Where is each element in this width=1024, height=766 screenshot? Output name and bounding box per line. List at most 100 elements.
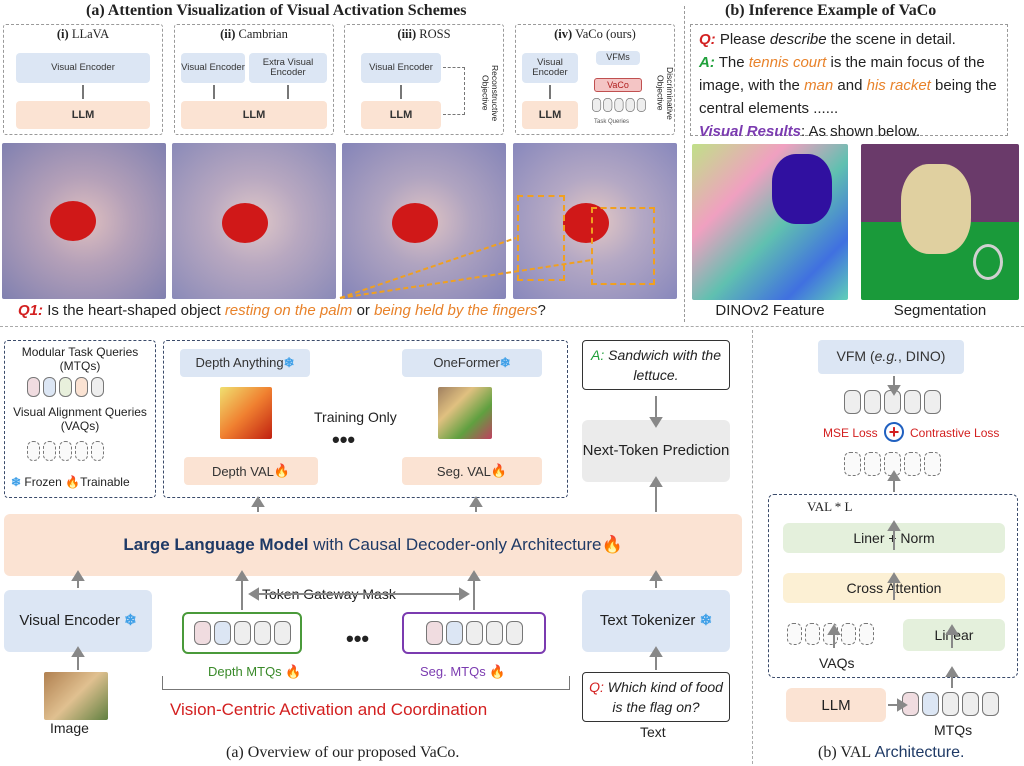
fire-icon: 🔥 <box>490 463 508 478</box>
vfm-box: VFM (e.g., DINO) <box>818 340 964 374</box>
fire-icon: 🔥 <box>601 535 623 554</box>
depth-mtqs-label: Depth MTQs 🔥 <box>208 664 302 679</box>
racket-segment <box>973 244 1003 280</box>
image-label: Image <box>50 720 89 736</box>
q1-question: Q1: Is the heart-shaped object resting o… <box>18 302 546 319</box>
ross-visual-encoder: Visual Encoder <box>361 53 441 83</box>
visual-encoder-box: Visual Encoder ❄ <box>4 590 152 652</box>
ross-objective: Reconstructive Objective <box>480 64 500 122</box>
mtqs-label: MTQs <box>934 722 973 738</box>
fire-icon: 🔥 <box>65 475 81 489</box>
ross-llm: LLM <box>361 101 441 129</box>
panel-ross: (iii) ROSS Visual Encoder LLM Reconstruc… <box>344 24 504 135</box>
cambrian-extra-encoder: Extra Visual Encoder <box>249 53 327 83</box>
food-image-thumb <box>44 672 108 720</box>
depth-anything-box: Depth Anything ❄ <box>180 349 310 377</box>
seg-caption: Segmentation <box>893 302 987 319</box>
overview-caption: (a) Overview of our proposed VaCo. <box>226 744 460 761</box>
task-queries-label: Task Queries <box>594 119 630 125</box>
overview-arrows <box>71 396 663 670</box>
cambrian-visual-encoder: Visual Encoder <box>181 53 245 83</box>
inference-text-box: Q: Please describe the scene in detail. … <box>690 24 1008 140</box>
panel-cambrian: (ii) Cambrian Visual Encoder Extra Visua… <box>174 24 334 135</box>
heart-object <box>50 201 96 241</box>
horizontal-separator <box>0 326 1024 327</box>
fire-icon: 🔥 <box>285 664 302 679</box>
seg-val-box: Seg. VAL 🔥 <box>402 457 542 485</box>
val-caption: (b) VAL Architecture. <box>818 744 965 761</box>
vaco-token-row <box>592 98 646 112</box>
vaco-box: VaCo <box>594 78 642 92</box>
snowflake-icon: ❄ <box>283 354 295 370</box>
snowflake-icon: ❄ <box>499 354 511 370</box>
legend-box: Modular Task Queries (MTQs) Visual Align… <box>4 340 156 498</box>
feature-blob <box>772 154 832 224</box>
person-segment <box>901 164 971 254</box>
heart-object <box>222 203 268 243</box>
snowflake-icon: ❄ <box>11 475 22 489</box>
depth-map-thumb <box>220 387 272 439</box>
cambrian-llm: LLM <box>181 101 327 129</box>
section-b-title: (b) Inference Example of VaCo <box>725 2 937 19</box>
freeze-legend: ❄ Frozen 🔥Trainable <box>11 475 130 489</box>
heart-object <box>392 203 438 243</box>
vision-centric-bracket <box>162 676 570 690</box>
text-tokenizer-box: Text Tokenizer ❄ <box>582 590 730 652</box>
mse-loss-label: MSE Loss <box>823 426 878 440</box>
fire-icon: 🔥 <box>273 463 291 478</box>
panel-vaco: (iv) VaCo (ours) Visual Encoder LLM VFMs… <box>515 24 675 135</box>
answer-box: A: Sandwich with the lettuce. <box>582 340 730 390</box>
val-llm-box: LLM <box>786 688 886 722</box>
attention-image-ross <box>342 143 506 299</box>
mtq-dots: ••• <box>346 626 370 651</box>
arrow <box>82 85 84 99</box>
dinov2-feature-image <box>692 144 848 300</box>
val-l-label: VAL * L <box>807 499 853 514</box>
depth-mtq-tokens <box>193 621 291 645</box>
vaco-vfms: VFMs <box>596 51 640 65</box>
dino-caption: DINOv2 Feature <box>715 302 825 319</box>
oneformer-box: OneFormer ❄ <box>402 349 542 377</box>
contrastive-loss-label: Contrastive Loss <box>910 426 1000 440</box>
seg-map-thumb <box>438 387 492 439</box>
question-box: Q: Which kind of food is the flag on? <box>582 672 730 722</box>
depth-mtqs-box <box>182 612 302 654</box>
segmentation-image <box>861 144 1019 300</box>
llava-llm: LLM <box>16 101 150 129</box>
panel-cambrian-title: (ii) Cambrian <box>220 27 288 41</box>
vaq-legend-tokens <box>27 441 104 461</box>
training-only-box: Depth Anything ❄ OneFormer ❄ Training Only… <box>163 340 568 498</box>
seg-mtqs-box <box>402 612 546 654</box>
text-label: Text <box>640 724 666 740</box>
highlight-box-fingers <box>591 207 655 285</box>
panel-ross-title: (iii) ROSS <box>397 27 451 41</box>
val-arrows <box>827 376 959 712</box>
mtq-legend-title: Modular Task Queries (MTQs) <box>21 345 139 373</box>
attention-image-cambrian <box>172 143 336 299</box>
next-token-box: Next-Token Prediction <box>582 420 730 482</box>
training-dots: ••• <box>332 427 356 452</box>
highlight-box-palm <box>517 195 565 281</box>
mtq-tokens <box>902 692 999 716</box>
section-a-title: (a) Attention Visualization of Visual Ac… <box>86 2 467 19</box>
plus-icon: + <box>884 422 904 442</box>
panel-vaco-title: (iv) VaCo (ours) <box>554 27 636 41</box>
llava-visual-encoder: Visual Encoder <box>16 53 150 83</box>
reconstruct-loop <box>443 67 465 115</box>
heart-object <box>563 203 609 243</box>
attention-image-llava <box>2 143 166 299</box>
seg-mtq-tokens <box>425 621 523 645</box>
llm-bar: Large Language Model with Causal Decoder… <box>4 514 742 576</box>
inference-question: Q: Please describe the scene in detail. <box>699 31 956 48</box>
vaqs-label: VAQs <box>819 655 855 671</box>
seg-mtqs-label: Seg. MTQs 🔥 <box>420 664 506 679</box>
snowflake-icon: ❄ <box>699 612 713 629</box>
fire-icon: 🔥 <box>489 664 506 679</box>
vaco-llm: LLM <box>522 101 578 129</box>
panel-llava-title: (i) LLaVA <box>56 27 110 41</box>
mtq-legend-tokens <box>27 377 104 397</box>
arrow <box>400 85 402 99</box>
arrow <box>287 85 289 99</box>
arrow <box>549 85 551 99</box>
panel-llava: (i) LLaVA Visual Encoder LLM <box>3 24 163 135</box>
